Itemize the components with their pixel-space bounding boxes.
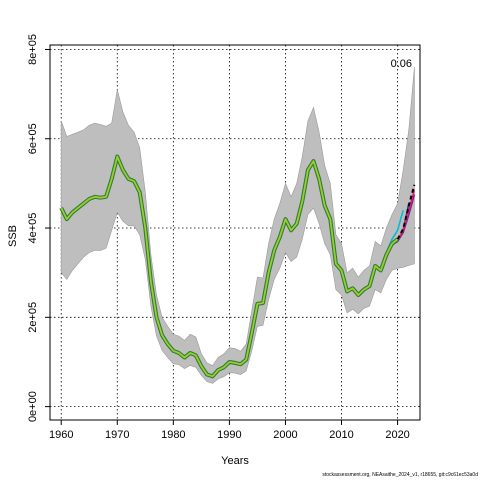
x-tick-label-1: 1970 (105, 429, 129, 441)
x-tick-label-2: 1980 (161, 429, 185, 441)
x-tick-label-5: 2010 (329, 429, 353, 441)
x-axis: 1960 1970 1980 1990 2000 2010 2020 (49, 420, 410, 441)
y-axis-label: SSB (7, 225, 19, 247)
y-tick-label-1: 2e+05 (27, 302, 39, 333)
footer-source: stockassessment.org, NEAsaithe_2024_v1, … (322, 472, 478, 478)
y-tick-label-0: 0e+00 (27, 391, 39, 422)
y-axis: 0e+00 2e+05 4e+05 6e+05 8e+05 (27, 34, 50, 422)
estimate-line-inner (60, 155, 399, 378)
series-lines (59, 154, 416, 379)
x-tick-label-0: 1960 (49, 429, 73, 441)
x-axis-label: Years (221, 455, 249, 467)
y-tick-label-2: 4e+05 (27, 213, 39, 244)
final-dashed-line (396, 184, 416, 240)
annotation-label: 0.06 (391, 58, 412, 70)
confidence-band (60, 67, 415, 384)
plot-frame (49, 44, 421, 421)
x-tick-label-6: 2020 (385, 429, 409, 441)
retro-series-3 (396, 189, 416, 241)
y-tick-label-3: 6e+05 (27, 123, 39, 154)
band-area (60, 67, 415, 384)
y-tick-label-4: 8e+05 (27, 34, 39, 65)
x-tick-label-3: 1990 (217, 429, 241, 441)
x-tick-label-4: 2000 (273, 429, 297, 441)
